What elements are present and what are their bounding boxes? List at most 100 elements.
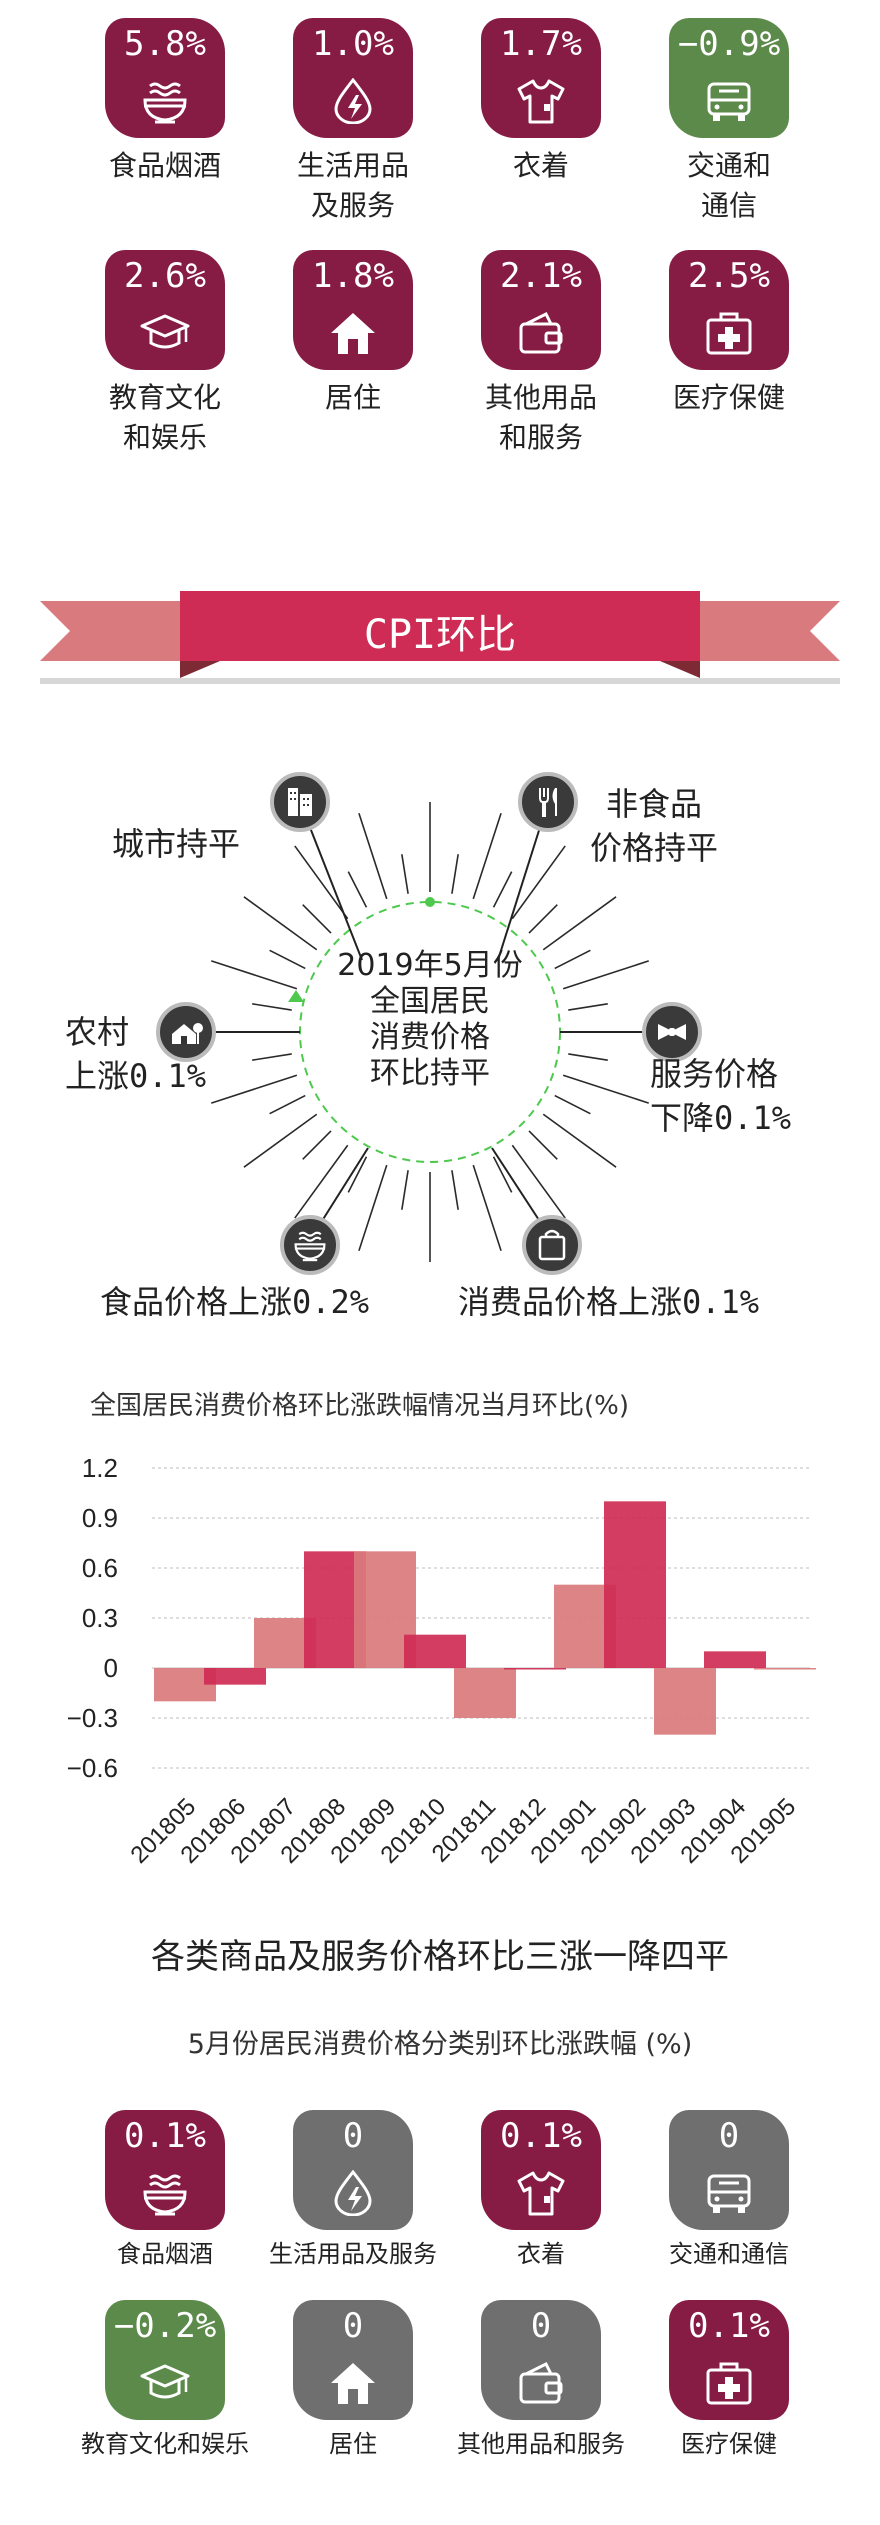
ray-line bbox=[554, 949, 591, 970]
section-title: 各类商品及服务价格环比三涨一降四平 bbox=[151, 1937, 729, 1977]
radial-hub-text: 2019年5月份 全国居民 消费价格 环比持平 bbox=[305, 948, 555, 1092]
ray-line bbox=[562, 1074, 649, 1104]
bar-201904 bbox=[704, 1651, 766, 1668]
yoy-tile-education-box: 2.6% bbox=[105, 250, 225, 370]
radial-label-service-1: 服务价格 bbox=[650, 1055, 779, 1093]
yoy-tile-transport-value: −0.9% bbox=[677, 24, 781, 64]
radial-label-city: 城市持平 bbox=[112, 825, 241, 863]
wallet-icon bbox=[516, 310, 566, 356]
mom-tile-other-box: 0 bbox=[481, 2300, 601, 2420]
yoy-tile-household: 1.0% 生活用品 及服务 bbox=[258, 18, 448, 226]
mom-tile-education-box: −0.2% bbox=[105, 2300, 225, 2420]
ray-line bbox=[542, 1113, 617, 1168]
ray-line bbox=[269, 949, 306, 970]
yoy-tile-food-label: 食品烟酒 bbox=[108, 149, 221, 182]
ray-line bbox=[302, 904, 332, 934]
mom-tile-clothing-label: 衣着 bbox=[517, 2240, 565, 2268]
yoy-tile-education-label: 教育文化 和娱乐 bbox=[70, 378, 260, 458]
yoy-tile-transport-box: −0.9% bbox=[669, 18, 789, 138]
shopping-bag-icon bbox=[522, 1215, 582, 1275]
yoy-tile-transport: −0.9% 交通和 通信 bbox=[634, 18, 824, 226]
yoy-tile-food-value: 5.8% bbox=[124, 24, 206, 64]
bus-icon bbox=[704, 2170, 754, 2216]
ray-line bbox=[401, 1170, 409, 1210]
mom-tile-household-value: 0 bbox=[342, 2116, 364, 2156]
ring-arrow bbox=[288, 990, 304, 1002]
mom-tile-transport-box: 0 bbox=[669, 2110, 789, 2230]
yoy-tile-other-value: 2.1% bbox=[500, 256, 582, 296]
medical-kit-icon bbox=[704, 310, 754, 356]
yoy-tile-clothing: 1.7% 衣着 bbox=[446, 18, 636, 186]
ray-line bbox=[294, 1144, 349, 1219]
y-tick-label: 0.3 bbox=[82, 1603, 118, 1633]
mom-tile-medical-value: 0.1% bbox=[688, 2306, 770, 2346]
yoy-tile-clothing-box: 1.7% bbox=[481, 18, 601, 138]
ray-line bbox=[511, 845, 566, 920]
yoy-tile-education: 2.6% 教育文化 和娱乐 bbox=[70, 250, 260, 458]
ray-line bbox=[347, 1156, 368, 1193]
wallet-icon bbox=[516, 2360, 566, 2406]
ray-line bbox=[401, 854, 409, 894]
bar-201806 bbox=[204, 1668, 266, 1685]
noodle-bowl-icon bbox=[140, 2170, 190, 2216]
mom-tile-food: 0.1% 食品烟酒 bbox=[70, 2110, 260, 2270]
yoy-tile-other-label: 其他用品 和服务 bbox=[446, 378, 636, 458]
ray-line bbox=[472, 813, 502, 900]
mom-tile-household-label: 生活用品及服务 bbox=[269, 2240, 437, 2268]
hub-line-2: 全国居民 bbox=[370, 984, 490, 1019]
radial-label-service: 服务价格下降0.1% bbox=[650, 1052, 791, 1140]
ray-line bbox=[269, 1094, 306, 1115]
banner-shadow bbox=[40, 678, 840, 684]
ray-line bbox=[451, 854, 459, 894]
ray-line bbox=[492, 1156, 513, 1193]
radial-label-food: 食品价格上涨0.2% bbox=[100, 1283, 370, 1321]
yoy-tile-other-label-2: 和服务 bbox=[498, 421, 583, 454]
house-icon bbox=[328, 310, 378, 356]
mom-tile-housing-label: 居住 bbox=[329, 2430, 377, 2458]
banner-title: CPI环比 bbox=[363, 612, 517, 658]
fork-knife-icon bbox=[518, 772, 578, 832]
graduation-cap-icon bbox=[140, 2360, 190, 2406]
bus-icon bbox=[704, 78, 754, 124]
ray-line bbox=[211, 960, 298, 990]
noodle-bowl-icon bbox=[280, 1215, 340, 1275]
banner-ribbon-left bbox=[40, 601, 180, 661]
mom-bar-chart: 1.2 0.9 0.6 0.3 0 −0.3 −0.6 201805201806201807… bbox=[67, 1453, 816, 1869]
hub-line-3: 消费价格 bbox=[370, 1020, 490, 1055]
yoy-tile-education-label-2: 和娱乐 bbox=[122, 421, 207, 454]
radial-label-service-2: 下降0.1% bbox=[650, 1099, 792, 1137]
chart-title: 全国居民消费价格环比涨跌幅情况当月环比(%) bbox=[90, 1391, 629, 1421]
yoy-tile-household-label-2: 及服务 bbox=[310, 189, 395, 222]
mom-tile-medical-label: 医疗保健 bbox=[681, 2430, 777, 2458]
yoy-tile-transport-label: 交通和 通信 bbox=[634, 146, 824, 226]
mom-tile-food-label: 食品烟酒 bbox=[117, 2240, 213, 2268]
mom-tile-other: 0 其他用品和服务 bbox=[446, 2300, 636, 2460]
mom-tile-clothing-value: 0.1% bbox=[500, 2116, 582, 2156]
mom-tile-transport-value: 0 bbox=[718, 2116, 740, 2156]
mom-tile-food-value: 0.1% bbox=[124, 2116, 206, 2156]
mom-tile-food-box: 0.1% bbox=[105, 2110, 225, 2230]
y-tick-label: 1.2 bbox=[82, 1453, 118, 1483]
mom-tile-housing-box: 0 bbox=[293, 2300, 413, 2420]
ray-line bbox=[451, 1170, 459, 1210]
energy-drop-icon bbox=[328, 2170, 378, 2216]
bow-tie-icon bbox=[642, 1002, 702, 1062]
mom-tile-medical: 0.1% 医疗保健 bbox=[634, 2300, 824, 2460]
ray-line bbox=[472, 1164, 502, 1251]
yoy-tile-medical: 2.5% 医疗保健 bbox=[634, 250, 824, 418]
chart-bars bbox=[154, 1501, 816, 1735]
bar-201810 bbox=[404, 1634, 466, 1668]
yoy-tile-housing: 1.8% 居住 bbox=[258, 250, 448, 418]
radial-label-nonfood-2: 价格持平 bbox=[590, 829, 719, 867]
chart-x-ticks: 2018052018062018072018082018092018102018… bbox=[126, 1793, 802, 1869]
y-tick-label: 0 bbox=[104, 1653, 118, 1683]
mom-tile-education: −0.2% 教育文化和娱乐 bbox=[70, 2300, 260, 2460]
ray-line bbox=[358, 813, 388, 900]
y-tick-label: −0.3 bbox=[67, 1703, 118, 1733]
ray-line bbox=[568, 1053, 608, 1061]
radial-label-goods: 消费品价格上涨0.1% bbox=[458, 1283, 760, 1321]
yoy-tile-food-box: 5.8% bbox=[105, 18, 225, 138]
hub-line-4: 环比持平 bbox=[370, 1056, 490, 1091]
yoy-tile-medical-value: 2.5% bbox=[688, 256, 770, 296]
yoy-tile-education-value: 2.6% bbox=[124, 256, 206, 296]
